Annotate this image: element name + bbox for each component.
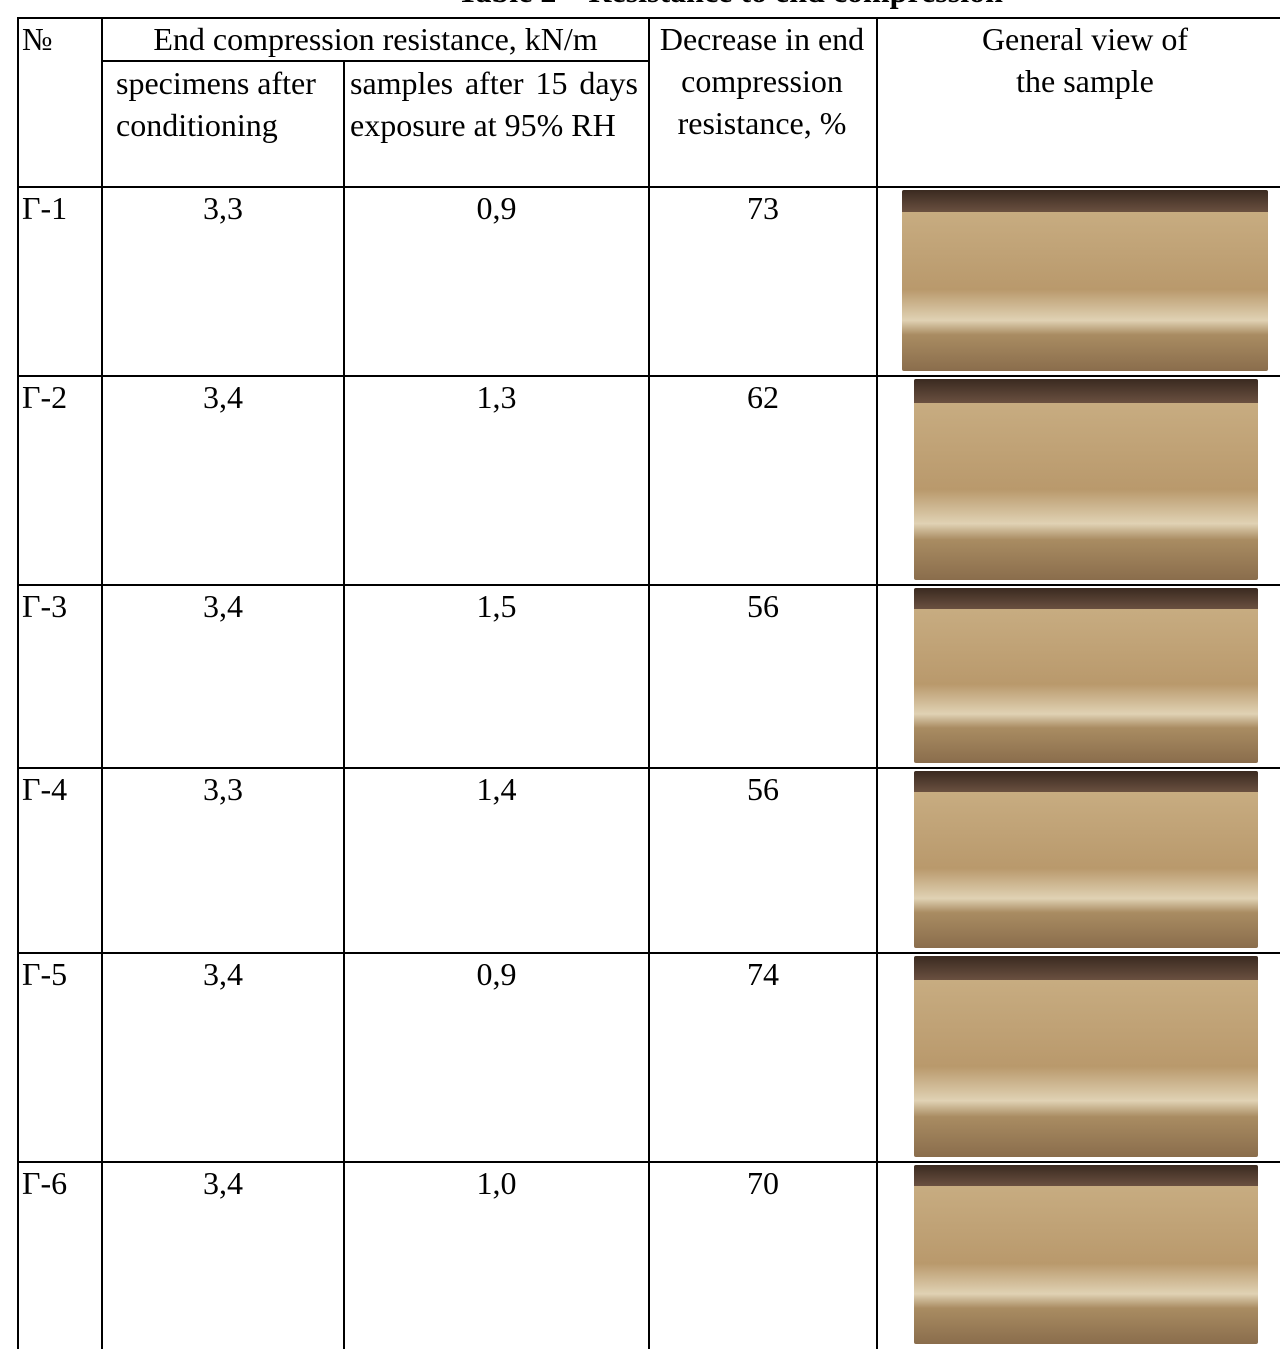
- after-conditioning: 3,3: [203, 190, 243, 226]
- border: [876, 17, 878, 1349]
- decrease: 74: [747, 956, 779, 992]
- row-number: Γ-1: [22, 190, 68, 226]
- border: [101, 17, 103, 1349]
- row-number: Γ-2: [22, 379, 68, 415]
- border: [101, 60, 648, 62]
- sample-photo: [902, 190, 1268, 371]
- header-view: General view of the sample: [981, 21, 1189, 99]
- border: [17, 17, 19, 1349]
- header-group: End compression resistance, kN/m: [153, 21, 598, 57]
- decrease: 62: [747, 379, 779, 415]
- row-border: [17, 1161, 1280, 1163]
- row-number: Γ-4: [22, 771, 68, 807]
- decrease: 56: [747, 588, 779, 624]
- row-number: Γ-6: [22, 1165, 68, 1201]
- decrease: 70: [747, 1165, 779, 1201]
- row-border: [17, 767, 1280, 769]
- after-exposure: 0,9: [476, 956, 517, 992]
- border: [648, 17, 650, 1349]
- border: [343, 60, 345, 1349]
- after-exposure: 1,3: [476, 379, 517, 415]
- table-title: Table 2 – Resistance to end compression: [300, 0, 1160, 12]
- row-number: Γ-5: [22, 956, 68, 992]
- header-decrease: Decrease in end compression resistance, …: [659, 21, 865, 141]
- after-conditioning: 3,3: [203, 771, 243, 807]
- after-exposure: 1,5: [476, 588, 517, 624]
- after-conditioning: 3,4: [203, 956, 243, 992]
- after-conditioning: 3,4: [203, 1165, 243, 1201]
- after-conditioning: 3,4: [203, 379, 243, 415]
- after-exposure: 0,9: [476, 190, 517, 226]
- after-exposure: 1,0: [476, 1165, 517, 1201]
- row-number: Γ-3: [22, 588, 68, 624]
- sample-photo: [914, 588, 1258, 763]
- sample-photo: [914, 771, 1258, 948]
- header-after-exposure: samples after 15 days exposure at 95% RH: [350, 65, 638, 143]
- sample-photo: [914, 956, 1258, 1157]
- decrease: 73: [747, 190, 779, 226]
- row-border: [17, 375, 1280, 377]
- header-after-conditioning: specimens after conditioning: [116, 65, 316, 143]
- sample-photo: [914, 379, 1258, 580]
- decrease: 56: [747, 771, 779, 807]
- row-border: [17, 584, 1280, 586]
- header-number: №: [22, 21, 53, 57]
- sample-photo: [914, 1165, 1258, 1344]
- after-conditioning: 3,4: [203, 588, 243, 624]
- after-exposure: 1,4: [476, 771, 517, 807]
- row-border: [17, 952, 1280, 954]
- row-border: [17, 186, 1280, 188]
